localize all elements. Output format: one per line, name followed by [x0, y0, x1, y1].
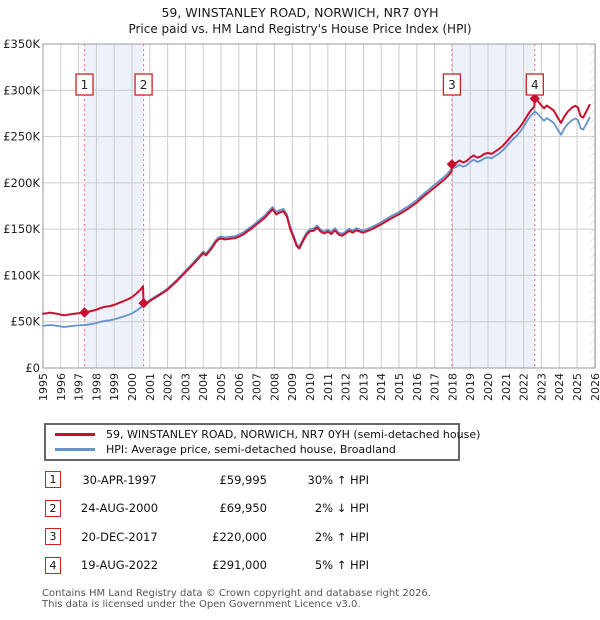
x-tick-label: 2002: [162, 373, 175, 401]
sale-point-marker-2[interactable]: [138, 298, 149, 309]
x-tick-label: 2006: [233, 373, 246, 401]
licence-line: This data is licensed under the Open Gov…: [42, 599, 361, 610]
transaction-number-badge: 2: [45, 499, 61, 517]
x-tick-label: 2009: [286, 373, 299, 401]
transaction-number-badge: 3: [45, 528, 61, 545]
x-tick-label: 2018: [446, 373, 459, 401]
transaction-date: 19-AUG-2022: [80, 558, 159, 572]
x-tick-label: 2010: [304, 373, 317, 401]
transaction-price: £291,000: [212, 558, 267, 572]
y-tick-label: £150K: [3, 222, 40, 236]
y-tick-label: £250K: [3, 130, 40, 144]
legend-label-hpi: HPI: Average price, semi-detached house,…: [106, 443, 396, 457]
transaction-number-badge: 1: [45, 471, 61, 488]
chart-legend: 59, WINSTANLEY ROAD, NORWICH, NR7 0YH (s…: [44, 423, 480, 461]
x-tick-label: 2007: [251, 373, 264, 401]
legend-entry-hpi: HPI: Average price, semi-detached house,…: [55, 443, 458, 456]
transaction-hpi-delta: 30% ↑ HPI: [307, 472, 369, 487]
transaction-row-3: 3 20-DEC-2017 £220,000 2% ↑ HPI: [45, 528, 369, 545]
transaction-hpi-delta: 2% ↓ HPI: [314, 501, 369, 515]
transaction-price: £69,950: [219, 501, 267, 515]
future-hatch-region: [589, 44, 596, 368]
transaction-date: 30-APR-1997: [82, 472, 157, 487]
sale-number-box-3[interactable]: [442, 73, 462, 96]
copyright-line: Contains HM Land Registry data © Crown c…: [42, 588, 431, 599]
x-tick-label: 2015: [393, 373, 406, 401]
transaction-date: 20-DEC-2017: [81, 529, 158, 544]
x-tick-label: 2003: [179, 373, 192, 401]
x-tick-label: 2004: [197, 373, 210, 401]
x-tick-label: 1999: [108, 373, 121, 401]
y-tick-label: £300K: [3, 83, 40, 97]
legend-label-price: 59, WINSTANLEY ROAD, NORWICH, NR7 0YH (s…: [106, 427, 481, 441]
x-tick-label: 2013: [357, 373, 370, 401]
sale-number-label: 3: [448, 78, 456, 92]
y-tick-label: £350K: [3, 37, 40, 51]
x-tick-label: 2012: [340, 373, 353, 401]
sale-number-box-1[interactable]: [75, 73, 94, 96]
x-tick-label: 2022: [518, 373, 531, 401]
sale-number-box-2[interactable]: [134, 73, 153, 96]
transaction-price: £220,000: [212, 529, 267, 544]
price-line-swatch: [55, 432, 95, 436]
x-tick-label: 1997: [73, 373, 86, 401]
x-tick-label: 2014: [375, 373, 388, 401]
x-tick-label: 2019: [464, 373, 477, 401]
page-title: 59, WINSTANLEY ROAD, NORWICH, NR7 0YH: [161, 5, 439, 20]
transaction-number-badge: 4: [45, 556, 61, 574]
x-tick-label: 2026: [589, 373, 600, 401]
x-tick-label: 1996: [55, 373, 68, 401]
between-sales-band: [451, 44, 535, 368]
x-tick-label: 2001: [144, 373, 157, 401]
y-tick-label: £200K: [3, 176, 40, 190]
y-tick-label: £100K: [3, 268, 40, 282]
page-subtitle: Price paid vs. HM Land Registry's House …: [128, 22, 472, 36]
x-tick-label: 2005: [215, 373, 228, 401]
x-tick-label: 2016: [411, 373, 424, 401]
price-line: [42, 97, 591, 317]
sale-point-marker-3[interactable]: [446, 159, 458, 170]
sale-number-label: 2: [140, 78, 148, 92]
x-tick-label: 2020: [482, 373, 495, 401]
transaction-row-4: 4 19-AUG-2022 £291,000 5% ↑ HPI: [45, 556, 369, 574]
x-tick-label: 2024: [553, 373, 566, 401]
x-tick-label: 2017: [429, 373, 442, 401]
x-tick-label: 2023: [535, 373, 548, 401]
y-tick-label: £0: [25, 361, 40, 375]
x-tick-label: 2011: [322, 373, 335, 401]
sale-number-label: 4: [531, 78, 539, 92]
transaction-date: 24-AUG-2000: [80, 501, 159, 515]
legend-entry-price: 59, WINSTANLEY ROAD, NORWICH, NR7 0YH (s…: [55, 428, 480, 441]
sale-point-marker-1[interactable]: [79, 307, 90, 318]
sale-point-marker-4[interactable]: [529, 93, 540, 104]
sale-number-label: 1: [81, 78, 89, 92]
transaction-hpi-delta: 2% ↑ HPI: [314, 529, 369, 544]
x-tick-label: 2025: [571, 373, 584, 401]
transaction-price: £59,995: [219, 472, 267, 487]
x-tick-label: 2008: [268, 373, 281, 401]
x-tick-label: 1995: [37, 373, 50, 401]
y-tick-label: £50K: [11, 315, 41, 329]
x-tick-label: 1998: [90, 373, 103, 401]
transaction-hpi-delta: 5% ↑ HPI: [314, 558, 369, 572]
hpi-line: [42, 110, 591, 328]
hpi-line-swatch: [55, 448, 95, 452]
transaction-row-2: 2 24-AUG-2000 £69,950 2% ↓ HPI: [45, 499, 369, 517]
transaction-row-1: 1 30-APR-1997 £59,995 30% ↑ HPI: [45, 471, 369, 488]
x-tick-label: 2021: [500, 373, 513, 401]
sale-number-box-4[interactable]: [525, 73, 544, 96]
x-tick-label: 2000: [126, 373, 139, 401]
price-history-chart[interactable]: 1 2 3 4 £0 £50K £100K £150K £200K £250K £300K £350K…: [0, 0, 600, 412]
